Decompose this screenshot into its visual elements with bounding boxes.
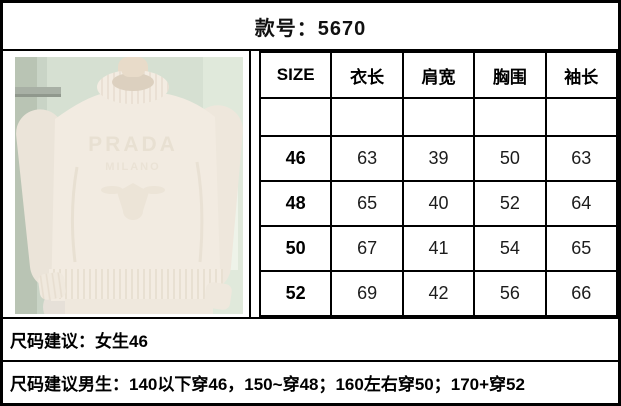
size-table-area: SIZE 衣长 肩宽 胸围 袖长 46 xyxy=(251,51,618,317)
sweater-photo-illustration: PRADA MILANO xyxy=(15,57,243,314)
collar-opening xyxy=(112,73,154,91)
size-table: SIZE 衣长 肩宽 胸围 袖长 46 xyxy=(258,51,618,317)
shelf-shadow xyxy=(15,94,61,97)
shelf-edge xyxy=(15,87,61,94)
chest-value: 52 xyxy=(473,180,547,227)
sleeve-value: 64 xyxy=(544,180,618,227)
size-table-header-row: SIZE 衣长 肩宽 胸围 袖长 xyxy=(258,51,618,99)
table-row-size-50: 50 67 41 54 65 xyxy=(258,225,618,272)
chest-value: 50 xyxy=(473,135,547,182)
length-value: 63 xyxy=(330,135,404,182)
header-chest: 胸围 xyxy=(473,51,547,99)
size-value: 50 xyxy=(258,225,333,272)
size-value: 46 xyxy=(258,135,333,182)
sleeve-value: 63 xyxy=(544,135,618,182)
empty-cell xyxy=(258,97,333,137)
empty-cell xyxy=(330,97,404,137)
sleeve-value: 65 xyxy=(544,225,618,272)
size-value: 52 xyxy=(258,270,333,317)
size-advice-general-text: 尺码建议：女生46 xyxy=(10,332,148,351)
length-value: 67 xyxy=(330,225,404,272)
size-advice-general: 尺码建议：女生46 xyxy=(3,317,618,360)
fold-line-right xyxy=(195,161,204,263)
header-sleeve: 袖长 xyxy=(544,51,618,99)
fold-line-left xyxy=(70,166,79,263)
content-row: PRADA MILANO SIZE 衣长 肩宽 胸围 袖长 xyxy=(3,51,618,317)
shoulder-value: 39 xyxy=(401,135,476,182)
style-number-title: 款号：5670 xyxy=(254,17,367,40)
sleeve-value: 66 xyxy=(544,270,618,317)
sweater-hem-ribbing xyxy=(49,269,223,299)
empty-spacer-row xyxy=(258,97,618,137)
empty-cell xyxy=(401,97,476,137)
shoulder-value: 41 xyxy=(401,225,476,272)
size-advice-male: 尺码建议男生：140以下穿46，150~穿48；160左右穿50；170+穿52 xyxy=(3,360,618,403)
title-bar: 款号：5670 xyxy=(3,3,618,51)
embossed-city-text: MILANO xyxy=(105,161,160,173)
length-value: 69 xyxy=(330,270,404,317)
left-cuff-ribbing xyxy=(38,272,66,300)
chest-value: 54 xyxy=(473,225,547,272)
header-shoulder: 肩宽 xyxy=(401,51,476,99)
sweater-right-cuff xyxy=(204,282,232,310)
product-photo: PRADA MILANO xyxy=(15,57,243,314)
empty-cell xyxy=(473,97,547,137)
shoulder-value: 40 xyxy=(401,180,476,227)
table-row-size-46: 46 63 39 50 63 xyxy=(258,135,618,182)
header-length: 衣长 xyxy=(330,51,404,99)
empty-cell xyxy=(544,97,618,137)
header-size: SIZE xyxy=(258,51,333,99)
embossed-brand-text: PRADA xyxy=(88,133,178,156)
product-photo-cell: PRADA MILANO xyxy=(3,51,251,317)
size-value: 48 xyxy=(258,180,333,227)
length-value: 65 xyxy=(330,180,404,227)
shoulder-value: 42 xyxy=(401,270,476,317)
embossed-crest xyxy=(117,183,149,220)
mannequin-neck-top xyxy=(121,57,145,77)
table-row-size-48: 48 65 40 52 64 xyxy=(258,180,618,227)
table-row-size-52: 52 69 42 56 66 xyxy=(258,270,618,317)
trousers xyxy=(65,299,213,314)
chest-value: 56 xyxy=(473,270,547,317)
size-advice-male-text: 尺码建议男生：140以下穿46，150~穿48；160左右穿50；170+穿52 xyxy=(10,375,525,394)
